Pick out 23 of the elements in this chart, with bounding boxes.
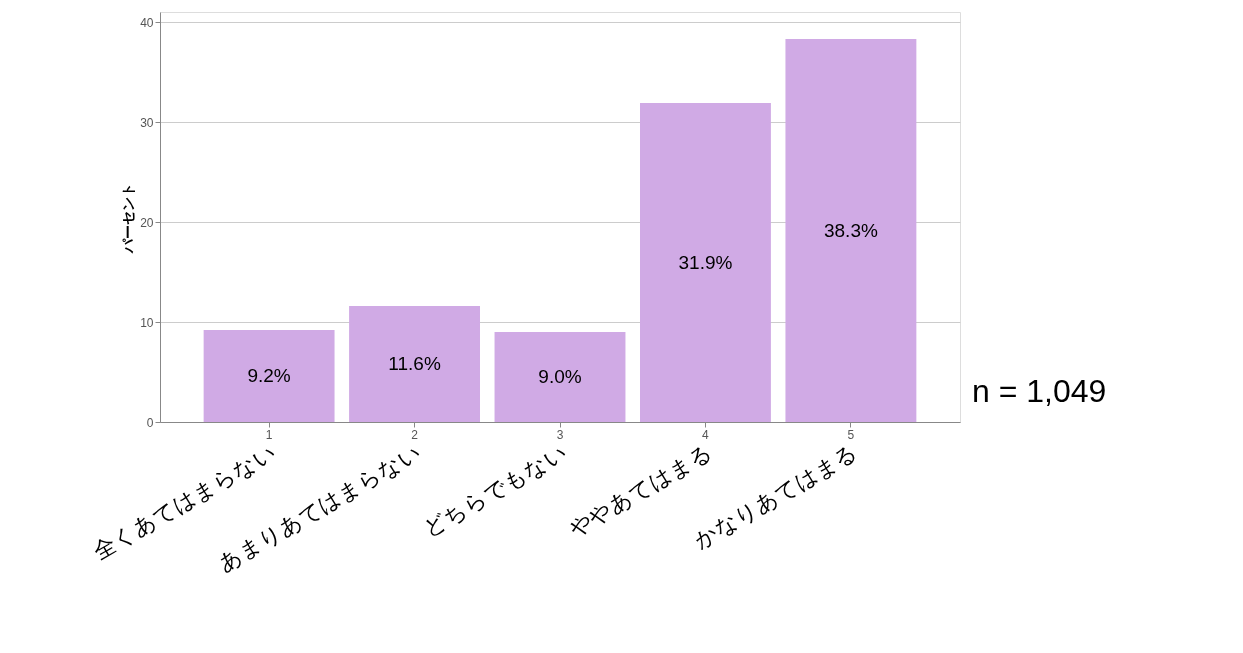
bar <box>203 330 335 422</box>
y-tick-label: 10 <box>140 315 154 330</box>
x-tick-label: 1 <box>265 427 273 442</box>
data-label: 11.6% <box>388 353 441 374</box>
y-tick-label: 0 <box>146 415 154 430</box>
x-tick-label: 4 <box>702 427 710 442</box>
y-axis-title: パーセント <box>120 182 137 254</box>
y-tick-label: 20 <box>140 215 154 230</box>
data-label: 9.0% <box>538 366 582 387</box>
bar <box>785 39 917 422</box>
text: n = 1,049 <box>972 373 1107 409</box>
text: どちらでもない <box>419 439 571 542</box>
x-tick-label: 5 <box>847 427 855 442</box>
bar <box>640 103 771 422</box>
data-label: 31.9% <box>678 251 733 273</box>
x-tick-label: 2 <box>411 427 419 442</box>
y-tick-label: 40 <box>140 15 154 30</box>
y-tick-label: 30 <box>140 115 154 130</box>
x-tick-label: 3 <box>556 427 564 442</box>
bar <box>349 306 480 422</box>
data-label: 38.3% <box>823 219 878 241</box>
bar <box>494 332 626 422</box>
data-label: 9.2% <box>247 365 291 386</box>
